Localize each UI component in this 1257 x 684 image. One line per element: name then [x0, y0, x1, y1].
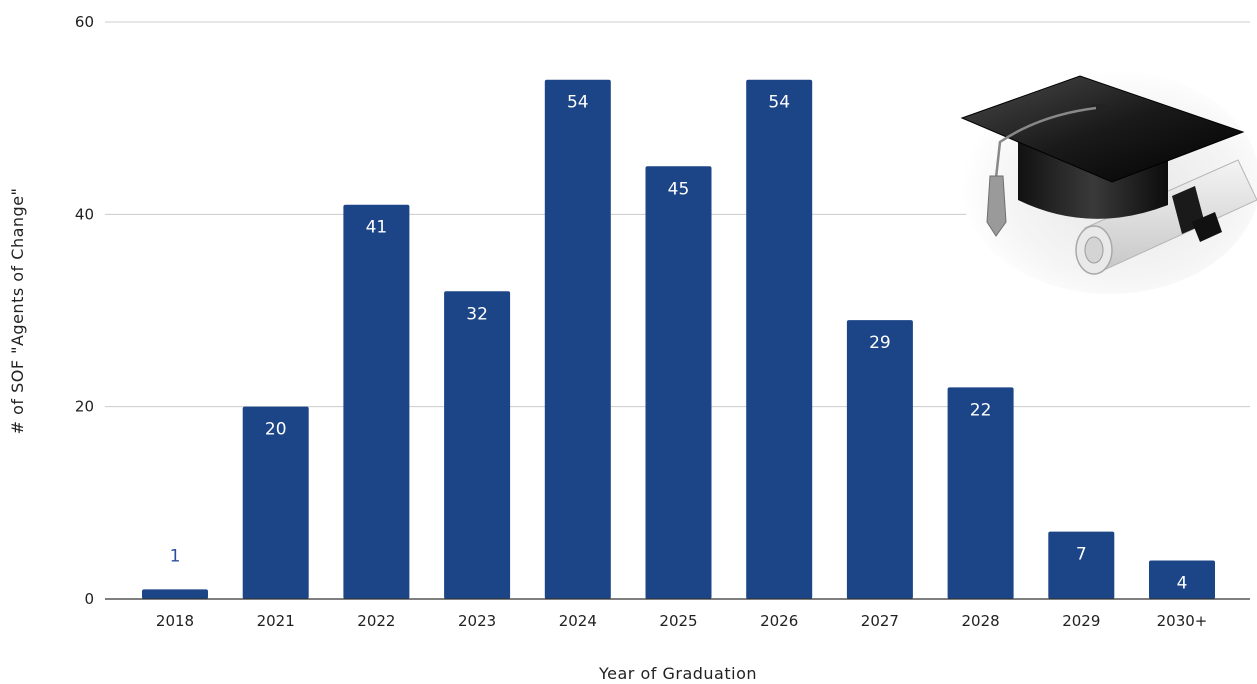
bar-2027 [846, 320, 913, 599]
bar-2028 [947, 387, 1014, 599]
bar-2022 [343, 204, 410, 599]
x-tick-label-2023: 2023 [458, 612, 496, 630]
data-label-2027: 29 [869, 333, 891, 353]
y-tick-label: 20 [75, 398, 94, 416]
x-tick-label-2021: 2021 [257, 612, 295, 630]
bar-2024 [544, 79, 611, 599]
bar-2025 [645, 166, 712, 599]
bar-2029 [1048, 531, 1115, 599]
y-tick-label: 0 [84, 590, 94, 608]
bar-2021 [242, 406, 309, 599]
data-label-2023: 32 [466, 304, 488, 324]
x-tick-label-2030+: 2030+ [1157, 612, 1208, 630]
data-label-2026: 54 [768, 93, 790, 113]
x-tick-label-2024: 2024 [559, 612, 597, 630]
graduation-cap-icon [960, 70, 1257, 294]
data-label-2030+: 4 [1177, 574, 1188, 594]
y-tick-label: 40 [75, 205, 94, 223]
data-label-2028: 22 [970, 400, 992, 420]
x-tick-label-2018: 2018 [156, 612, 194, 630]
bar-2026 [746, 79, 813, 599]
y-axis-title: # of SOF "Agents of Change" [8, 188, 27, 435]
data-labels: 1 20 41 32 54 45 54 29 22 7 4 [170, 93, 1188, 594]
x-axis-title: Year of Graduation [598, 664, 757, 683]
x-tick-label-2025: 2025 [659, 612, 697, 630]
data-label-2025: 45 [668, 179, 690, 199]
data-label-2022: 41 [366, 218, 388, 238]
x-tick-label-2022: 2022 [357, 612, 395, 630]
y-tick-label: 60 [75, 13, 94, 31]
data-label-2021: 20 [265, 420, 287, 440]
x-tick-label-2029: 2029 [1062, 612, 1100, 630]
data-label-2029: 7 [1076, 545, 1087, 565]
x-tick-label-2028: 2028 [962, 612, 1000, 630]
x-tick-label-2027: 2027 [861, 612, 899, 630]
data-label-2018: 1 [170, 546, 181, 566]
diploma-icon [1075, 159, 1257, 275]
x-tick-label-2026: 2026 [760, 612, 798, 630]
y-tick-labels: 0 20 40 60 [75, 13, 94, 608]
bar-2030+ [1149, 560, 1215, 599]
bar-2023 [444, 291, 511, 599]
data-label-2024: 54 [567, 93, 589, 113]
bar-2018 [142, 589, 208, 599]
x-tick-labels: 2018 2021 2022 2023 2024 2025 2026 2027 2028 2029… [156, 612, 1207, 630]
bars [142, 79, 1215, 599]
